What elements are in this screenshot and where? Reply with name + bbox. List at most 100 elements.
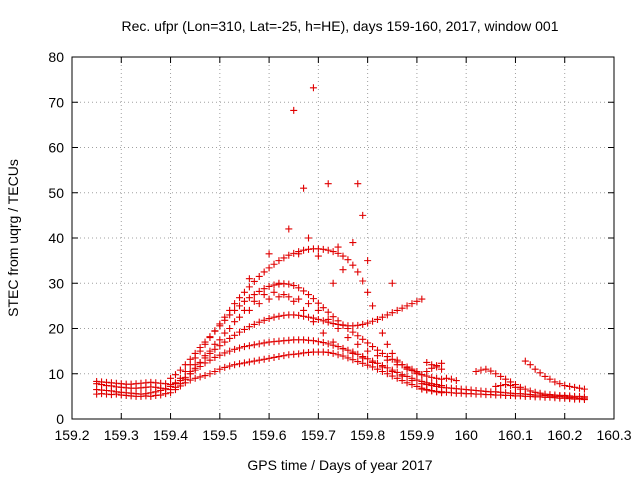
data-point (324, 348, 332, 356)
data-point (221, 363, 229, 371)
data-point (477, 366, 485, 374)
data-point (398, 304, 406, 312)
data-point (403, 365, 411, 373)
data-point (359, 277, 367, 285)
data-point (295, 284, 303, 292)
data-point (507, 382, 515, 390)
grid-lines (72, 57, 614, 419)
x-tick-label: 159.7 (301, 427, 336, 443)
data-point (364, 288, 372, 296)
data-point (221, 349, 229, 357)
data-point (364, 319, 372, 327)
data-point (349, 349, 357, 357)
data-point (260, 268, 268, 276)
data-point (388, 309, 396, 317)
data-point (354, 321, 362, 329)
data-point (142, 390, 150, 398)
data-point (531, 388, 539, 396)
data-point (285, 280, 293, 288)
data-point (290, 297, 298, 305)
data-point (196, 373, 204, 381)
data-point (438, 359, 446, 367)
data-point (196, 358, 204, 366)
data-point (383, 311, 391, 319)
data-point (255, 300, 263, 308)
data-point (413, 382, 421, 390)
data-point (393, 306, 401, 314)
data-point (314, 315, 322, 323)
data-point (221, 338, 229, 346)
data-point (418, 295, 426, 303)
data-point (393, 368, 401, 376)
data-point (393, 374, 401, 382)
data-point (265, 315, 273, 323)
data-point (442, 374, 450, 382)
data-point (236, 360, 244, 368)
x-tick-label: 159.2 (54, 427, 89, 443)
y-tick-label: 10 (48, 366, 64, 382)
x-tick-label: 160.3 (596, 427, 631, 443)
data-point (413, 370, 421, 378)
data-point (167, 374, 175, 382)
data-point (349, 356, 357, 364)
data-point (201, 338, 209, 346)
data-point (571, 383, 579, 391)
data-point (255, 287, 263, 295)
data-point (275, 257, 283, 265)
data-point (413, 297, 421, 305)
data-point (319, 339, 327, 347)
data-point (260, 339, 268, 347)
data-point (388, 349, 396, 357)
data-point (191, 349, 199, 357)
data-point (250, 357, 258, 365)
data-point (171, 379, 179, 387)
data-point (378, 363, 386, 371)
data-point (334, 249, 342, 257)
data-point (290, 282, 298, 290)
data-point (378, 349, 386, 357)
data-point (211, 340, 219, 348)
data-point (334, 343, 342, 351)
data-point (240, 288, 248, 296)
data-point (482, 365, 490, 373)
data-point (359, 211, 367, 219)
data-point (245, 323, 253, 331)
data-point (285, 293, 293, 301)
data-point (270, 281, 278, 289)
data-point (265, 282, 273, 290)
data-point (344, 325, 352, 332)
data-point (349, 328, 357, 336)
data-point (260, 355, 268, 363)
data-point (324, 246, 332, 254)
data-point (329, 320, 337, 328)
data-point (521, 357, 529, 365)
x-tick-label: 160 (455, 427, 479, 443)
data-point (487, 367, 495, 375)
data-point (196, 344, 204, 352)
data-point (388, 355, 396, 363)
data-point (383, 370, 391, 378)
x-tick-label: 159.3 (104, 427, 139, 443)
y-tick-label: 0 (56, 411, 64, 427)
data-point (447, 375, 455, 383)
data-point (497, 382, 505, 390)
data-point (423, 367, 431, 375)
data-point (319, 304, 327, 312)
data-point (191, 374, 199, 382)
y-axis-label: STEC from uqrg / TECUs (5, 159, 21, 317)
x-tick-label: 159.5 (202, 427, 237, 443)
data-point (329, 338, 337, 346)
data-point (551, 378, 559, 386)
data-point (383, 364, 391, 372)
data-point (492, 382, 500, 390)
data-point (240, 297, 248, 305)
data-point (383, 340, 391, 348)
data-point (354, 180, 362, 188)
data-point (255, 340, 263, 348)
data-point (275, 312, 283, 320)
data-point (206, 370, 214, 378)
data-point (250, 297, 258, 305)
data-point (452, 377, 460, 385)
data-point (176, 374, 184, 382)
